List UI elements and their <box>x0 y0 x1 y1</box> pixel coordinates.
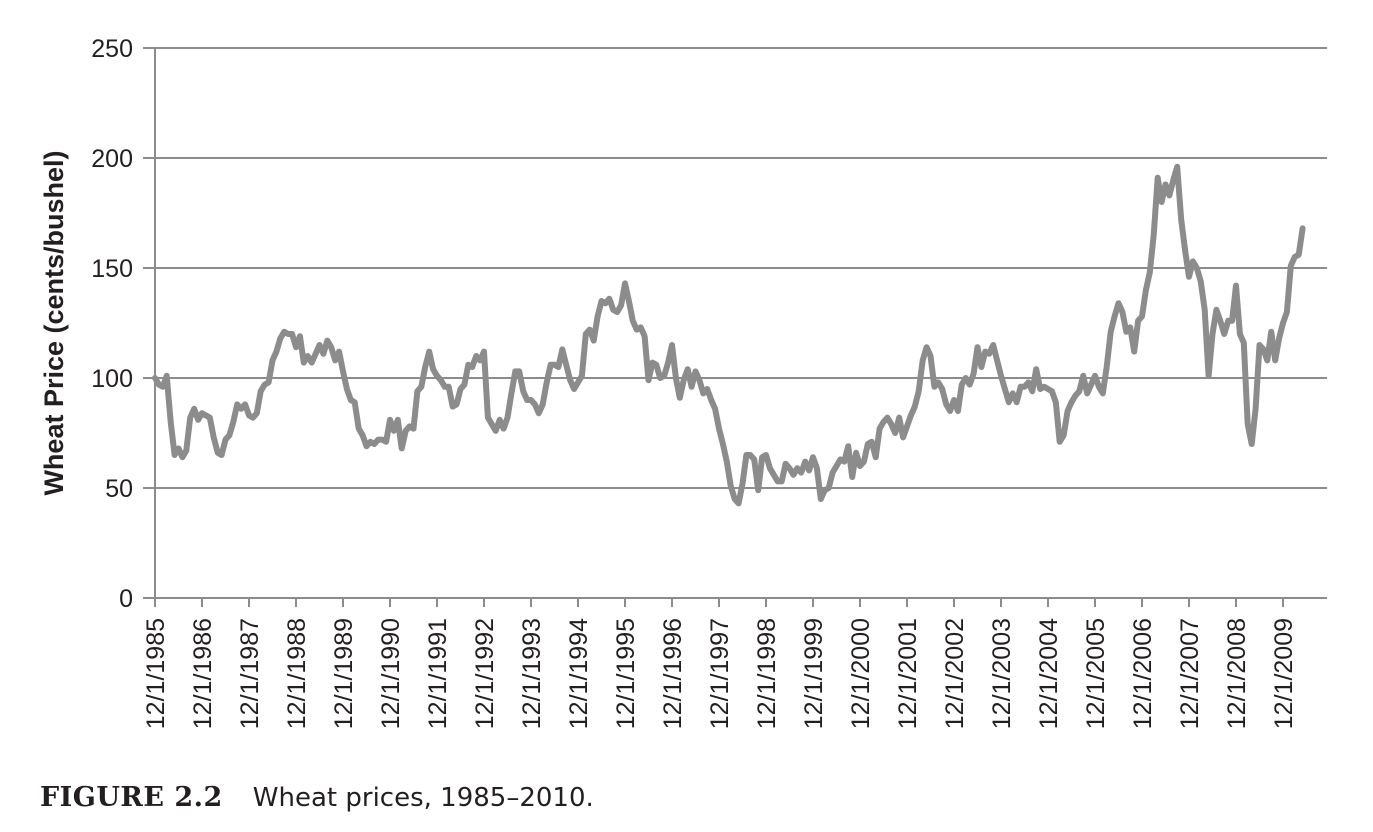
x-tick-label: 12/1/2002 <box>941 618 969 729</box>
x-tick-label: 12/1/2005 <box>1082 618 1110 729</box>
x-tick-label: 12/1/2007 <box>1176 618 1204 729</box>
y-tick-label: 150 <box>91 255 133 283</box>
series-group <box>152 163 1306 507</box>
x-tick-label: 12/1/1988 <box>283 618 311 729</box>
gridlines <box>155 47 1327 489</box>
x-tick-label: 12/1/1994 <box>565 618 593 729</box>
x-tick-label: 12/1/1987 <box>236 618 264 729</box>
x-tick-label: 12/1/1995 <box>612 618 640 729</box>
y-tick-label: 50 <box>105 475 133 503</box>
wheat-price-line <box>152 163 1306 507</box>
x-tick-label: 12/1/2004 <box>1035 618 1063 729</box>
x-tick-label: 12/1/1992 <box>471 618 499 729</box>
x-tick-label: 12/1/1999 <box>800 618 828 729</box>
x-tick-label: 12/1/1993 <box>518 618 546 729</box>
y-tick-label: 250 <box>91 35 133 63</box>
figure-caption-text: Wheat prices, 1985–2010. <box>252 783 594 813</box>
figure-caption: FIGURE 2.2 Wheat prices, 1985–2010. <box>40 782 594 813</box>
x-tick-label: 12/1/1986 <box>189 618 217 729</box>
x-tick-label: 12/1/1990 <box>377 618 405 729</box>
y-axis-ticks: 0 50 100 150 200 250 <box>91 35 155 613</box>
y-tick-label: 0 <box>119 585 133 613</box>
x-tick-label: 12/1/1998 <box>753 618 781 729</box>
x-tick-label: 12/1/2001 <box>894 618 922 729</box>
x-tick-label: 12/1/2006 <box>1129 618 1157 729</box>
x-tick-label: 12/1/1996 <box>659 618 687 729</box>
x-tick-label: 12/1/1985 <box>142 618 170 729</box>
figure-label: FIGURE 2.2 <box>40 782 223 813</box>
x-axis-ticks: 12/1/1985 12/1/1986 12/1/1987 12/1/1988 12/1… <box>142 598 1298 729</box>
y-tick-label: 100 <box>91 365 133 393</box>
axes <box>154 48 1327 599</box>
x-tick-label: 12/1/2000 <box>847 618 875 729</box>
x-tick-label: 12/1/2008 <box>1223 618 1251 729</box>
x-tick-label: 12/1/1997 <box>706 618 734 729</box>
x-tick-label: 12/1/1991 <box>424 618 452 729</box>
y-tick-label: 200 <box>91 145 133 173</box>
x-tick-label: 12/1/1989 <box>330 618 358 729</box>
x-tick-label: 12/1/2009 <box>1270 618 1298 729</box>
x-tick-label: 12/1/2003 <box>988 618 1016 729</box>
y-axis-title: Wheat Price (cents/bushel) <box>39 150 69 495</box>
